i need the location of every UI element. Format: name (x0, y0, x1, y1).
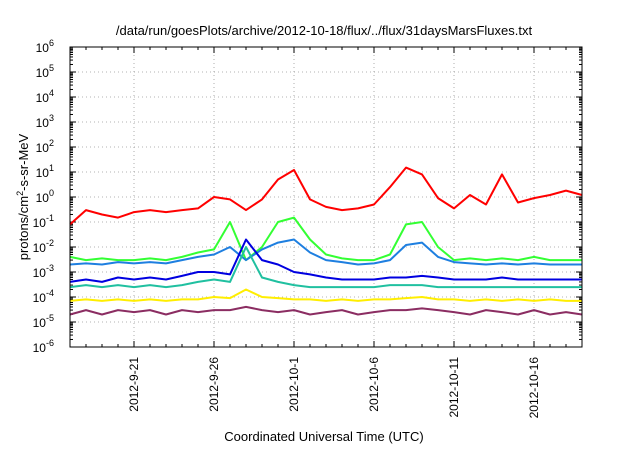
y-tick-label: 102 (36, 138, 54, 155)
y-tick-label: 106 (36, 38, 54, 55)
y-tick-label: 10-4 (33, 288, 54, 305)
series-line-7 (69, 305, 583, 316)
y-tick-label: 10-6 (33, 338, 54, 355)
chart-title: /data/run/goesPlots/archive/2012-10-18/f… (116, 23, 533, 38)
y-tick-label: 104 (36, 88, 54, 105)
y-axis-label: protons/cm2-s-sr-MeV (15, 133, 31, 260)
y-tick-label: 10-2 (33, 238, 54, 255)
x-tick-label: 2012-10-11 (447, 357, 461, 418)
y-label-post: -s-sr-MeV (16, 133, 31, 190)
series-line-3 (69, 238, 582, 266)
y-label-sup: 2 (15, 191, 25, 196)
y-tick-label: 105 (36, 63, 54, 80)
series-line-5 (69, 246, 582, 289)
x-tick-label: 2012-10-6 (367, 357, 381, 412)
plot-frame (69, 46, 583, 348)
y-tick-label: 10-1 (33, 213, 54, 230)
y-tick-label: 10-3 (33, 263, 54, 280)
grid-lines (70, 47, 582, 347)
series-line-2 (69, 216, 582, 262)
x-tick-label: 2012-9-26 (207, 357, 221, 412)
y-label-pre: protons/cm (16, 196, 31, 260)
y-tick-label: 100 (36, 188, 54, 205)
x-axis-label: Coordinated Universal Time (UTC) (224, 429, 423, 444)
y-tick-label: 10-5 (33, 313, 54, 330)
series-group (69, 166, 583, 316)
x-tick-label: 2012-10-16 (527, 357, 541, 419)
y-tick-label: 103 (36, 113, 54, 130)
x-tick-label: 2012-9-21 (127, 357, 141, 412)
series-line-1 (69, 166, 583, 226)
y-tick-label: 101 (36, 163, 54, 180)
x-tick-label: 2012-10-1 (287, 357, 301, 412)
series-line-4 (69, 238, 582, 283)
series-line-6 (69, 288, 582, 302)
x-axis-ticks: 2012-9-21 2012-9-26 2012-10-1 2012-10-6 2012… (85, 47, 567, 419)
